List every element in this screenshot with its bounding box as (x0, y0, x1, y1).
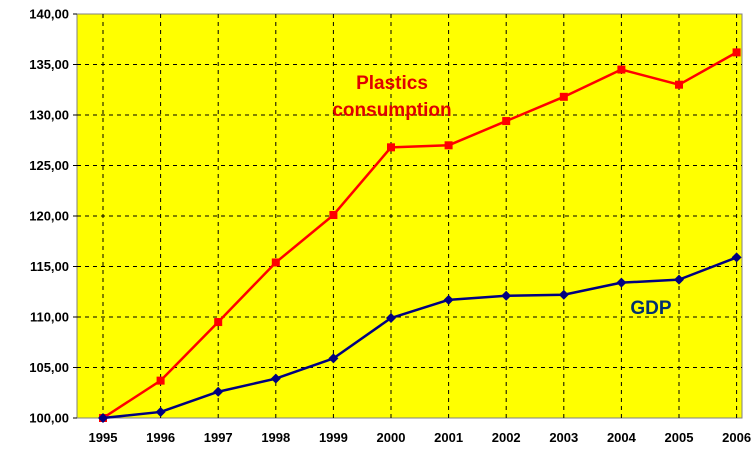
y-tick-label: 110,00 (30, 310, 69, 325)
x-tick-label: 1996 (146, 430, 175, 445)
x-tick-label: 2001 (434, 430, 463, 445)
plastics-consumption-line (102, 51, 738, 420)
plastics-consumption-point (675, 80, 683, 89)
gdp-point (501, 290, 512, 301)
gdp-point (558, 289, 569, 300)
plastics-consumption-label-line2: consumption (332, 100, 451, 121)
y-tick-label: 100,00 (29, 411, 69, 426)
plastics-consumption-point (271, 258, 280, 267)
gdp-point (386, 313, 396, 324)
plastics-consumption-point (617, 65, 626, 74)
y-tick-label: 105,00 (29, 360, 69, 375)
y-tick-label: 125,00 (29, 158, 69, 173)
y-tick-label: 140,00 (29, 7, 69, 22)
plastics-consumption-point (732, 48, 741, 57)
gdp-point (213, 386, 224, 397)
plastics-consumption-point (156, 376, 165, 385)
x-tick-label: 2000 (377, 430, 406, 445)
y-tick-label: 130,00 (29, 108, 69, 123)
x-tick-label: 2004 (607, 430, 637, 445)
x-tick-label: 2006 (722, 430, 751, 445)
x-tick-label: 2003 (549, 430, 578, 445)
series-lines (98, 48, 742, 423)
x-tick-label: 1998 (261, 430, 290, 445)
plastics-consumption-point (502, 117, 511, 126)
gridlines (73, 13, 742, 419)
plastics-consumption-point (444, 141, 453, 150)
plastics-consumption-point (559, 92, 568, 101)
y-tick-label: 120,00 (29, 209, 69, 224)
series-annotations: Plastics consumption GDP (332, 73, 672, 319)
gdp-point (616, 277, 627, 288)
x-tick-label: 1995 (89, 430, 118, 445)
x-tick-label: 2002 (492, 430, 521, 445)
gdp-point (270, 373, 281, 384)
x-tick-label: 2005 (665, 430, 694, 445)
plastics-consumption-point (329, 210, 338, 219)
x-tick-label: 1999 (319, 430, 348, 445)
plastics-consumption-point (387, 143, 395, 152)
gdp-point (674, 274, 684, 285)
gdp-point (328, 353, 339, 364)
x-tick-label: 1997 (204, 430, 233, 445)
gdp-label: GDP (630, 298, 672, 319)
y-tick-label: 135,00 (29, 57, 69, 72)
gdp-point (155, 406, 166, 417)
gdp-point (731, 252, 742, 263)
gdp-point (443, 294, 454, 305)
x-axis-tick-labels: 1995 1996 1997 1998 1999 2000 2001 2002 2003 2004… (89, 430, 751, 445)
gdp-line (102, 256, 738, 420)
y-tick-label: 115,00 (30, 259, 69, 274)
y-axis-tick-labels: 100,00 105,00 110,00 115,00 120,00 125,00 130,… (29, 7, 69, 426)
plastics-consumption-label: Plastics (356, 73, 428, 94)
gdp-point (98, 413, 108, 423)
plastics-consumption-point (214, 318, 223, 327)
